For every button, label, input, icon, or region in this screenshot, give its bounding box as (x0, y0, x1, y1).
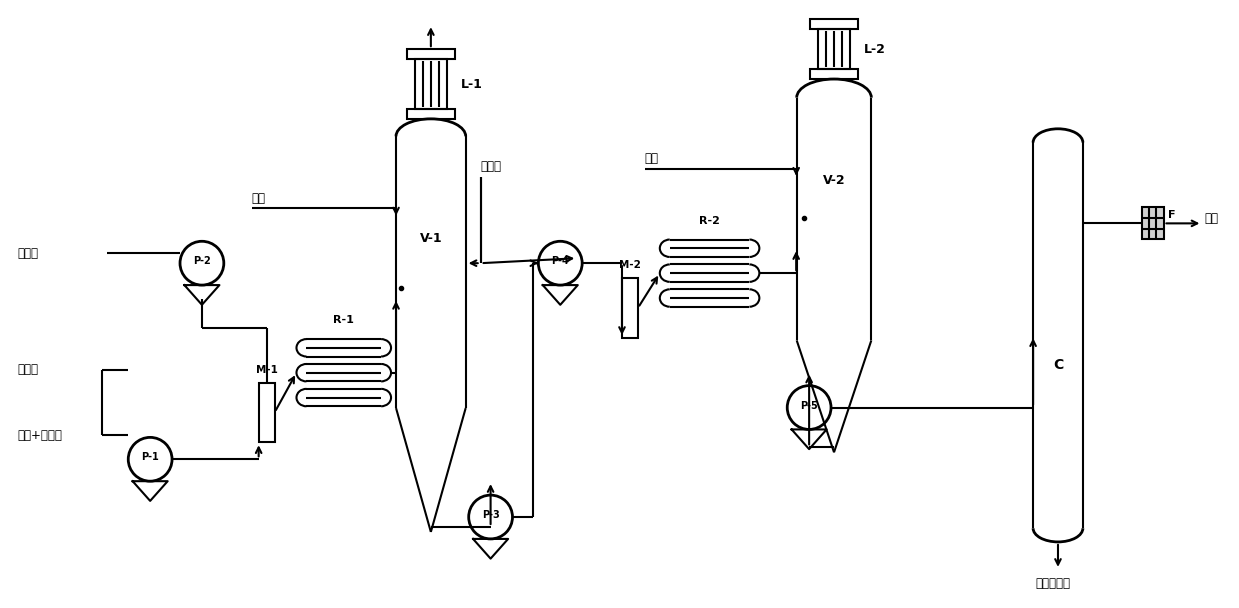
Text: P-5: P-5 (800, 401, 818, 410)
Text: 清液: 清液 (1204, 212, 1218, 225)
Bar (1141, 207, 1163, 240)
Text: 双氧水: 双氧水 (17, 247, 38, 260)
Text: 双氧水: 双氧水 (481, 160, 502, 173)
Text: L-1: L-1 (461, 77, 483, 91)
Text: 氮气: 氮气 (644, 152, 659, 165)
Text: V-1: V-1 (420, 232, 442, 245)
Bar (415, 59, 447, 109)
Text: P-4: P-4 (551, 256, 569, 266)
Text: V-2: V-2 (823, 174, 845, 187)
Text: P-2: P-2 (193, 256, 211, 266)
Bar (622, 278, 638, 338)
Bar (810, 69, 857, 79)
Text: R-1: R-1 (333, 316, 354, 325)
Text: M-1: M-1 (255, 365, 278, 375)
Text: P-3: P-3 (482, 510, 499, 520)
Bar (818, 29, 850, 69)
Text: 催化剂浆料: 催化剂浆料 (1036, 577, 1070, 590)
Text: 甲醇+催化剂: 甲醇+催化剂 (17, 429, 63, 442)
Text: M-2: M-2 (620, 260, 641, 270)
Text: R-2: R-2 (699, 216, 720, 226)
Bar (259, 382, 275, 443)
Bar (406, 49, 455, 59)
Bar (810, 19, 857, 29)
Text: L-2: L-2 (864, 43, 886, 56)
Text: F: F (1168, 210, 1176, 221)
Bar (406, 109, 455, 119)
Text: 氮气: 氮气 (252, 192, 265, 205)
Text: P-1: P-1 (141, 452, 159, 462)
Text: C: C (1053, 358, 1063, 372)
Text: 氯丙烯: 氯丙烯 (17, 363, 38, 376)
